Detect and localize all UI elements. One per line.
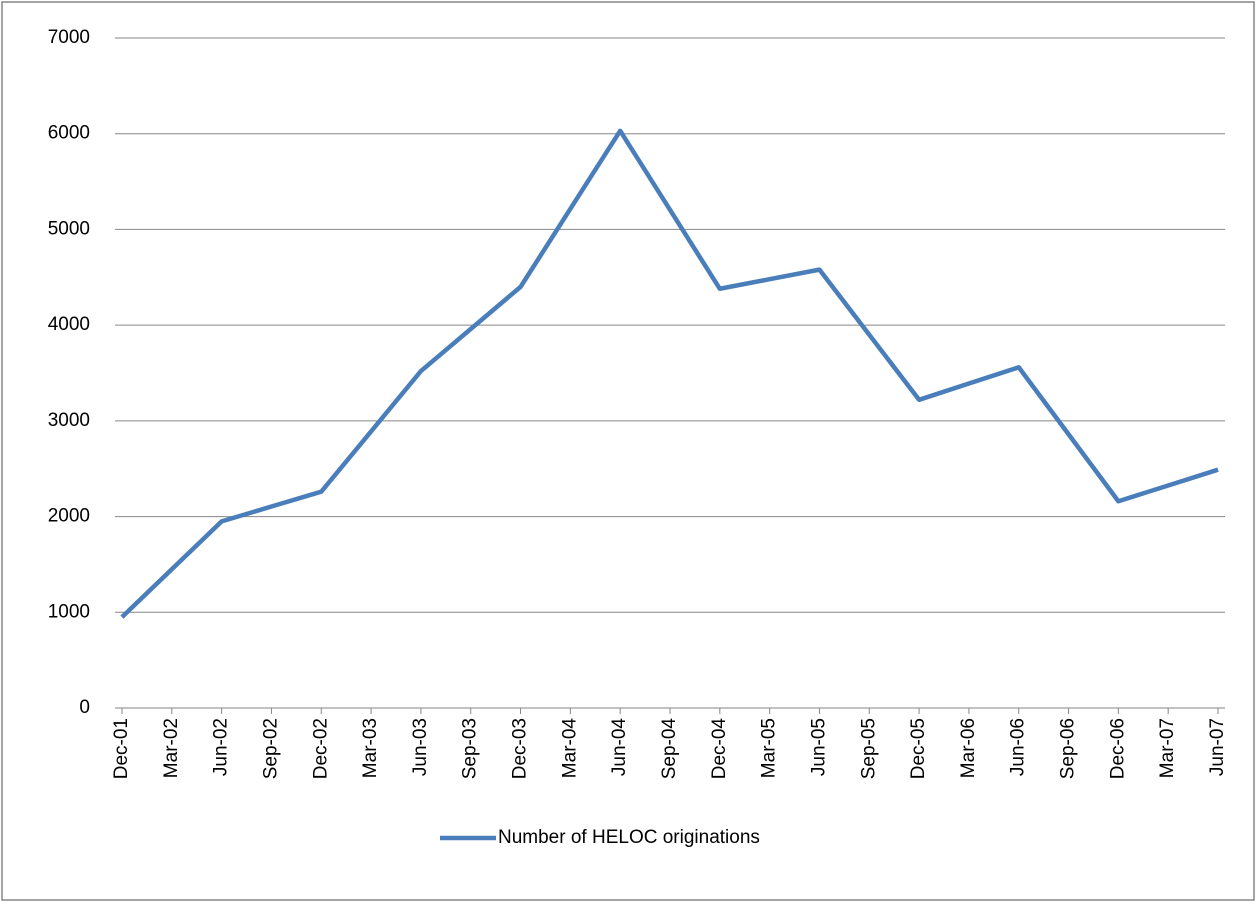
y-tick-label: 3000 [48, 410, 90, 431]
data-line [120, 128, 1219, 619]
x-tick-label: Jun-02 [211, 718, 232, 776]
x-tick-label: Jun-07 [1207, 718, 1228, 776]
y-tick-label: 7000 [48, 27, 90, 48]
x-tick-label: Jun-05 [808, 718, 829, 776]
x-tick-label: Mar-04 [559, 718, 580, 779]
x-tick-label: Sep-03 [460, 718, 481, 779]
x-tick-label: Sep-06 [1058, 718, 1079, 779]
x-tick-label: Dec-03 [510, 718, 531, 779]
x-tick-label: Dec-01 [111, 718, 132, 779]
x-tick-label: Jun-04 [609, 718, 630, 777]
x-tick-label: Sep-04 [659, 718, 680, 780]
x-tick-label: Sep-05 [858, 718, 879, 779]
x-tick-label: Mar-03 [360, 718, 381, 778]
y-tick-label: 0 [79, 697, 90, 718]
x-tick-label: Dec-06 [1107, 718, 1128, 779]
x-tick-label: Dec-04 [709, 718, 730, 780]
x-tick-label: Sep-02 [260, 718, 281, 779]
y-tick-label: 5000 [48, 218, 90, 239]
x-tick-label: Mar-06 [958, 718, 979, 778]
x-tick-label: Jun-03 [410, 718, 431, 776]
x-tick-label: Mar-07 [1157, 718, 1178, 778]
x-tick-label: Mar-05 [759, 718, 780, 778]
legend-label: Number of HELOC originations [498, 827, 760, 848]
y-tick-label: 4000 [48, 314, 90, 335]
y-tick-label: 6000 [48, 123, 90, 144]
y-tick-label: 2000 [48, 506, 90, 527]
x-tick-label: Dec-05 [908, 718, 929, 779]
x-tick-label: Dec-02 [310, 718, 331, 779]
y-tick-label: 1000 [48, 601, 90, 622]
x-tick-label: Jun-06 [1008, 718, 1029, 776]
x-tick-label: Mar-02 [161, 718, 182, 778]
